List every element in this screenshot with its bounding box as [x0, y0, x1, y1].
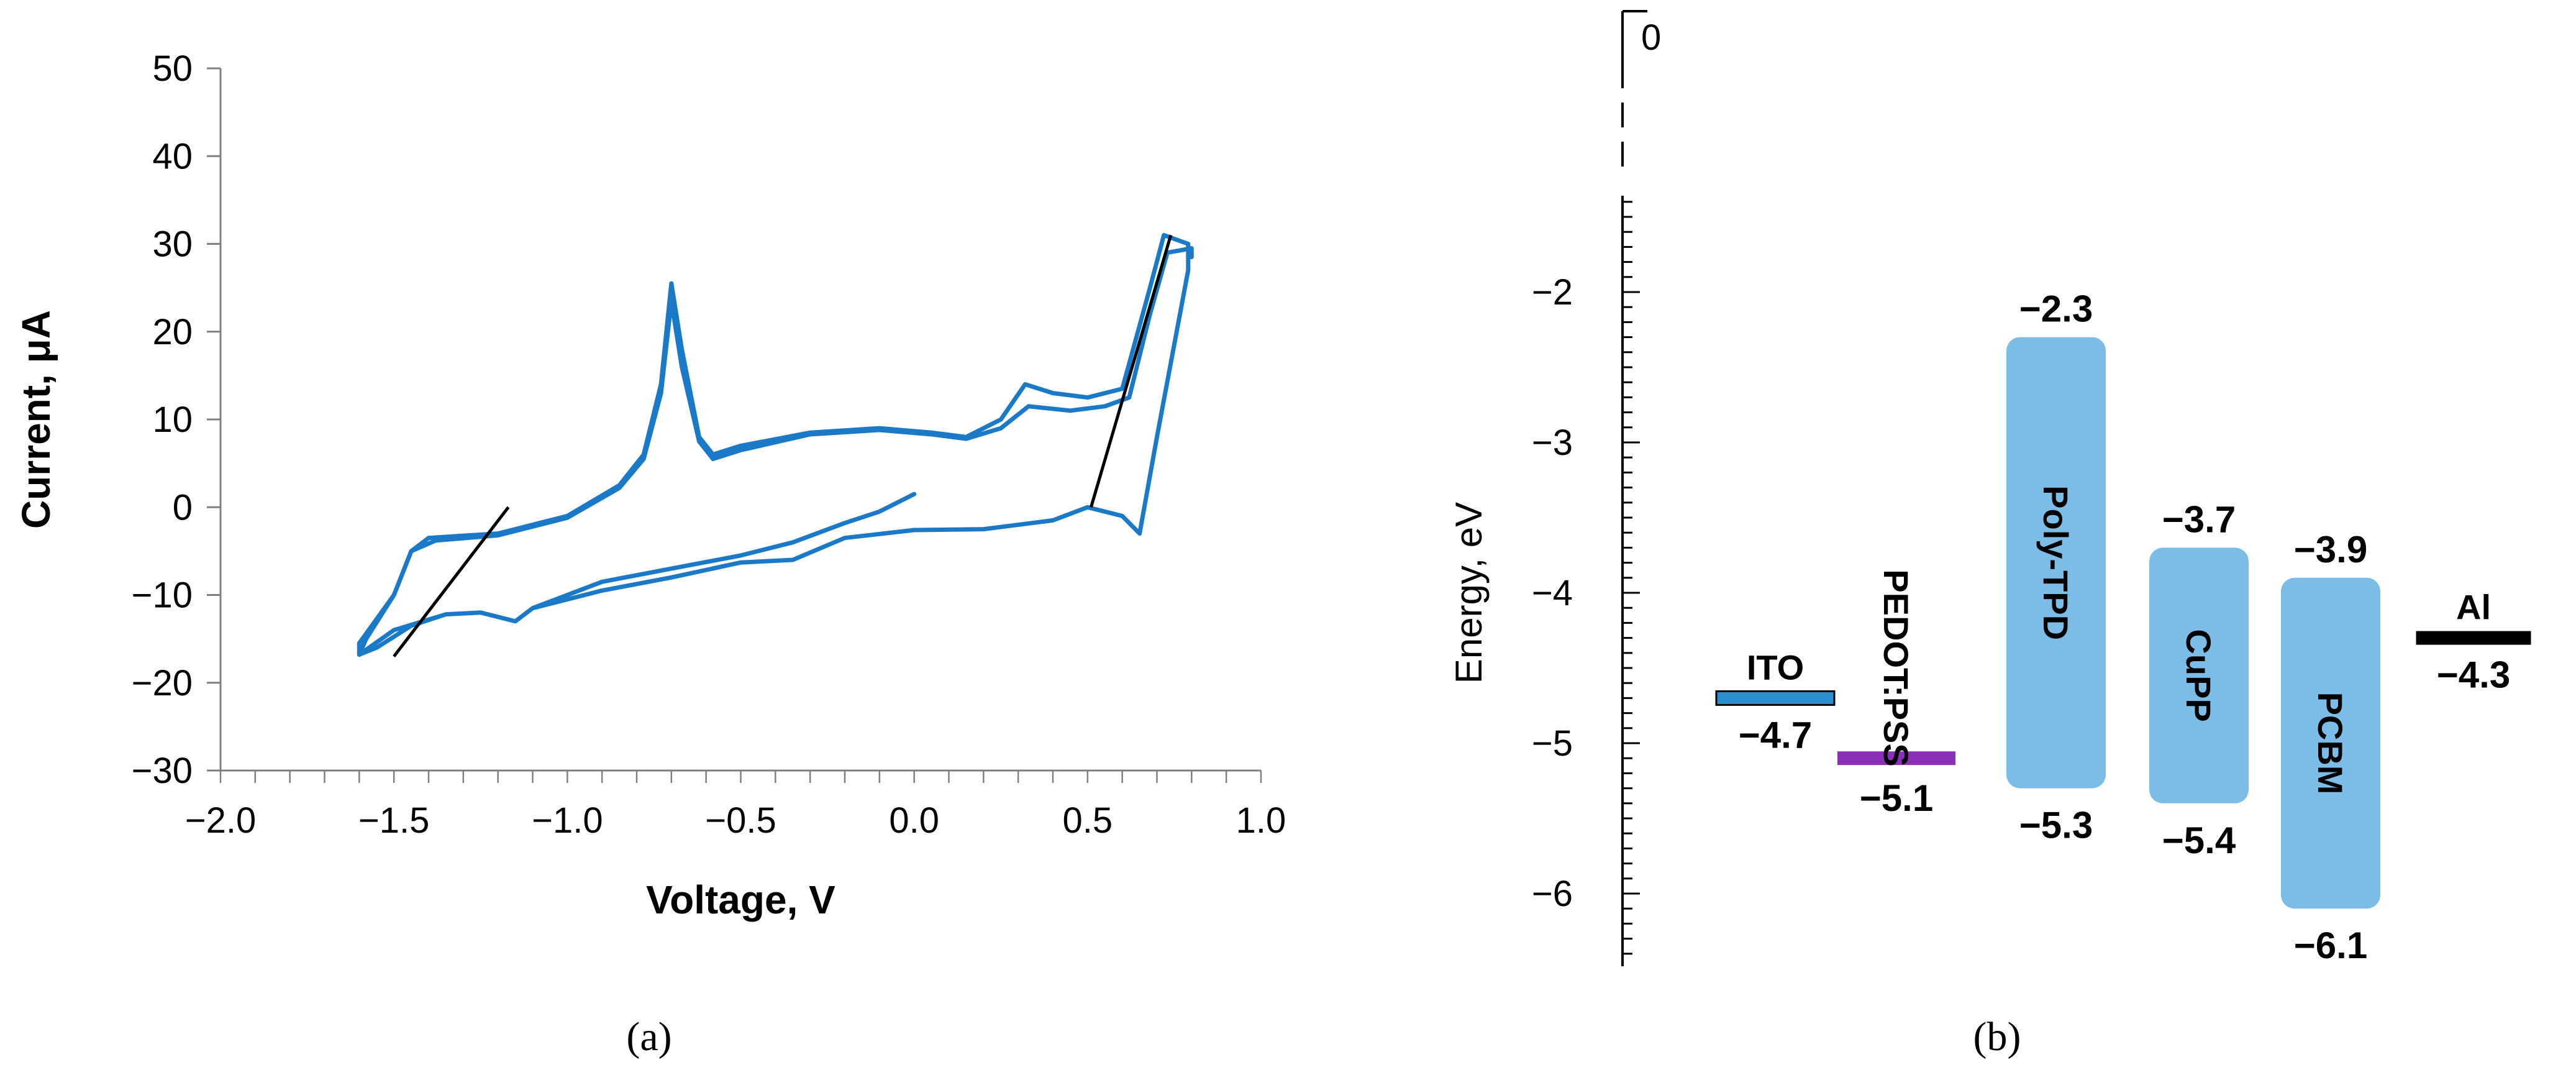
energy-tick-label: −4	[1532, 573, 1573, 613]
energy-tick-label: −5	[1532, 723, 1573, 764]
y-tick-label: −30	[132, 751, 193, 791]
poly-tpd-lumo-label: −2.3	[2019, 288, 2093, 330]
ito-level-label: −4.7	[1739, 714, 1812, 756]
cupp-energy-box	[2149, 547, 2249, 803]
pcbm-energy-box	[2281, 577, 2380, 909]
x-tick-label: −1.0	[532, 800, 603, 841]
y-tick-label: 20	[152, 312, 193, 352]
pedot-pss-level-bar	[1837, 751, 1955, 766]
cv-series-line	[357, 232, 1191, 657]
y-tick-label: 0	[173, 487, 193, 528]
energy-tick-label: −3	[1532, 423, 1573, 463]
cupp-lumo-label: −3.7	[2162, 498, 2236, 540]
poly-tpd-name: Poly-TPD	[2036, 485, 2075, 640]
y-tick-label: −20	[132, 663, 193, 703]
x-axis-label: Voltage, V	[646, 877, 835, 922]
x-tick-label: 0.0	[889, 800, 939, 841]
caption-a: (a)	[626, 1014, 671, 1059]
al-level-bar	[2416, 631, 2531, 645]
pedot-pss-name: PEDOT:PSS	[1877, 569, 1916, 766]
poly-tpd-homo-label: −5.3	[2019, 805, 2093, 846]
ito-level-bar	[1715, 690, 1836, 706]
y-tick-label: 10	[152, 400, 193, 440]
cv-chart-panel: 50 40 30 20 10 0 −10 −20 −30 −2.0 −1.5 −1.0 −0.5 0.0 0…	[14, 48, 1286, 922]
energy-tick-label: −6	[1532, 874, 1573, 914]
y-tick-label: 50	[152, 48, 193, 89]
energy-tick-label: −2	[1532, 272, 1573, 313]
pcbm-name: PCBM	[2311, 692, 2350, 795]
energy-diagram-panel: 0 −2 −3 −4 −5 −6 Energy, eV ITO −4.7 PEDOT:PSS −5.…	[1448, 10, 2531, 966]
onset-tangent-line	[393, 506, 510, 657]
x-tick-label: −2.0	[185, 800, 257, 841]
al-name: Al	[2456, 588, 2491, 627]
cupp-homo-label: −5.4	[2162, 820, 2236, 861]
energy-axis-label: Energy, eV	[1448, 502, 1490, 684]
ito-name: ITO	[1747, 647, 1804, 687]
y-tick-label: 30	[152, 224, 193, 265]
poly-tpd-energy-box	[2006, 337, 2106, 789]
y-tick-label: −10	[132, 575, 193, 616]
pcbm-homo-label: −6.1	[2294, 925, 2367, 966]
al-level-label: −4.3	[2437, 654, 2510, 696]
pcbm-lumo-label: −3.9	[2294, 529, 2367, 570]
pedot-pss-level-label: −5.1	[1860, 777, 1933, 819]
energy-zero-label: 0	[1641, 17, 1661, 58]
y-tick-label: 40	[152, 136, 193, 176]
x-tick-label: −0.5	[705, 800, 776, 841]
x-tick-label: 0.5	[1063, 800, 1113, 841]
x-tick-label: −1.5	[358, 800, 430, 841]
caption-b: (b)	[1973, 1014, 2021, 1059]
cv-series-line	[357, 246, 1194, 657]
cupp-name: CuPP	[2179, 629, 2218, 721]
y-axis-label: Current, μA	[14, 310, 58, 529]
onset-tangent-line	[1090, 234, 1173, 508]
x-tick-label: 1.0	[1236, 800, 1286, 841]
